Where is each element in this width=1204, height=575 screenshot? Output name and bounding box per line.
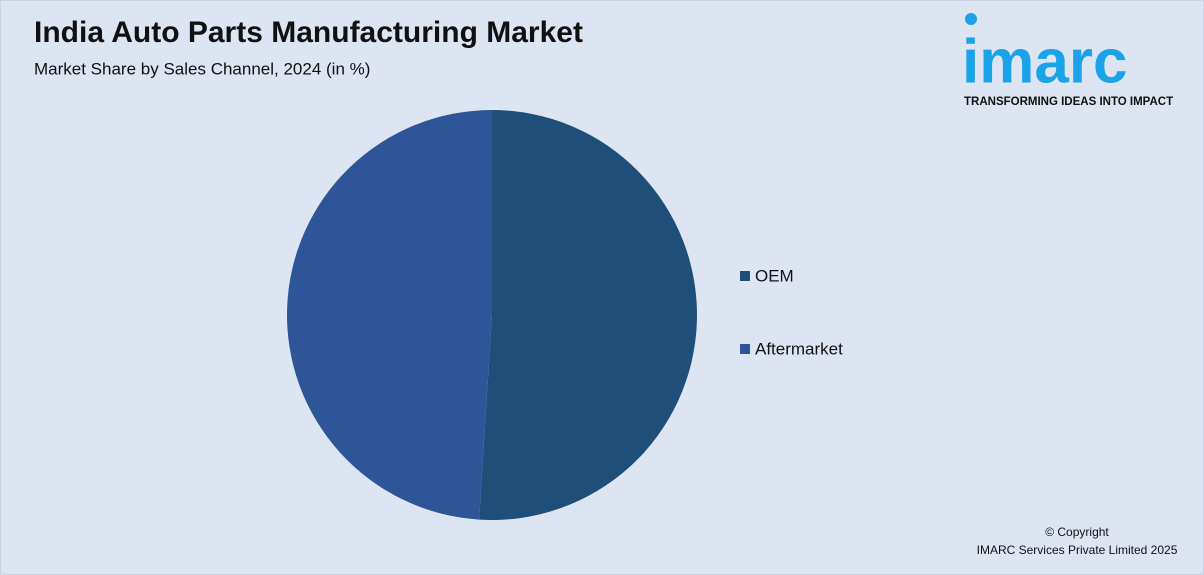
legend-label: OEM (755, 266, 794, 285)
logo-text: imarc (962, 27, 1127, 96)
legend-swatch (740, 344, 750, 354)
pie-slice (479, 110, 698, 520)
legend-label: Aftermarket (755, 339, 843, 358)
legend-swatch (740, 271, 750, 281)
chart-subtitle: Market Share by Sales Channel, 2024 (in … (34, 59, 370, 78)
chart-title: India Auto Parts Manufacturing Market (34, 16, 583, 49)
copyright: © Copyright (1045, 525, 1109, 539)
logo-tagline: TRANSFORMING IDEAS INTO IMPACT (964, 96, 1173, 108)
logo-dot (965, 13, 977, 25)
copyright: IMARC Services Private Limited 2025 (977, 543, 1178, 557)
pie-slice (287, 110, 492, 520)
